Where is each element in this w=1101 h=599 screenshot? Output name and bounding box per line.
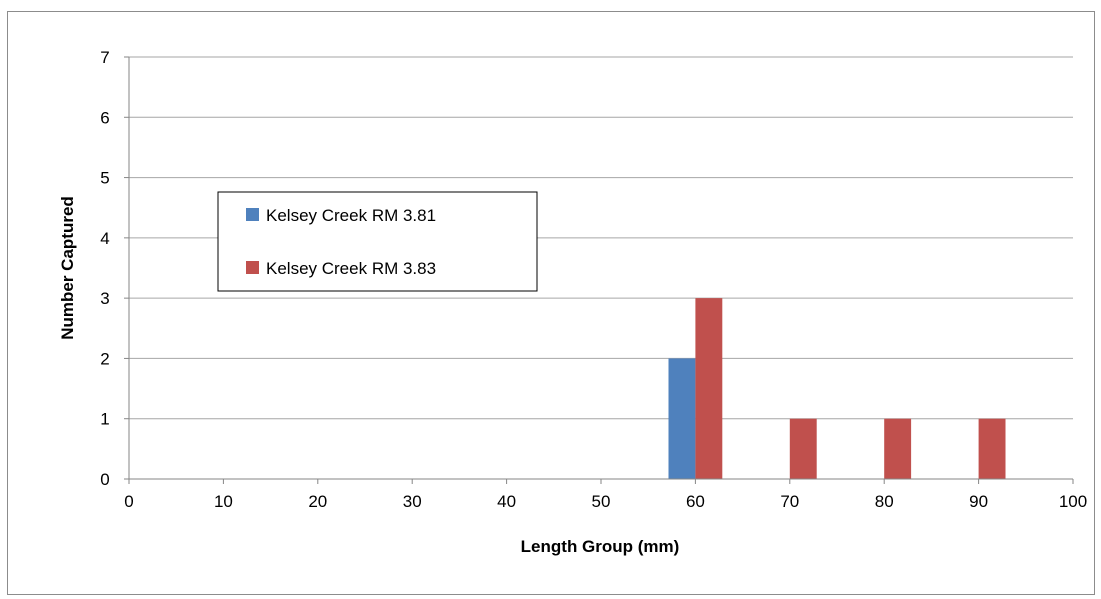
bar-series-2-x90 (978, 418, 1006, 479)
x-tick-label: 40 (497, 492, 516, 511)
legend: Kelsey Creek RM 3.81 Kelsey Creek RM 3.8… (217, 191, 538, 292)
gridlines (129, 56, 1073, 420)
y-tick-label: 4 (100, 229, 109, 248)
bar-series-2-x60 (695, 298, 723, 479)
y-tick-label: 1 (100, 410, 109, 429)
legend-swatch-rm-3-83 (246, 261, 259, 274)
bars (668, 298, 1006, 479)
y-tick-label: 0 (100, 470, 109, 489)
bar-series-2-x70 (789, 418, 817, 479)
legend-swatch-rm-3-81 (246, 208, 259, 221)
y-tick-labels: 0 1 2 3 4 5 6 7 (100, 48, 109, 489)
bar-series-2-x80 (884, 418, 912, 479)
x-tick-label: 90 (969, 492, 988, 511)
x-tick-labels: 0 10 20 30 40 50 60 70 80 90 100 (124, 492, 1087, 511)
y-tick-label: 2 (100, 349, 109, 368)
x-tick-label: 70 (780, 492, 799, 511)
y-axis-title: Number Captured (58, 196, 77, 340)
x-tick-label: 30 (403, 492, 422, 511)
x-tick-label: 60 (686, 492, 705, 511)
x-axis-title: Length Group (mm) (521, 537, 680, 556)
x-tick-label: 0 (124, 492, 133, 511)
chart-frame (7, 11, 1095, 595)
x-tick-label: 100 (1059, 492, 1087, 511)
legend-box (217, 191, 538, 292)
axes (124, 56, 1074, 484)
legend-label-rm-3-81: Kelsey Creek RM 3.81 (266, 206, 436, 225)
y-tick-label: 3 (100, 289, 109, 308)
legend-label-rm-3-83: Kelsey Creek RM 3.83 (266, 259, 436, 278)
bar-series-1-x60 (668, 358, 696, 479)
x-tick-label: 20 (308, 492, 327, 511)
x-tick-label: 10 (214, 492, 233, 511)
x-tick-label: 50 (592, 492, 611, 511)
y-tick-label: 7 (100, 48, 109, 67)
x-tick-label: 80 (875, 492, 894, 511)
y-tick-label: 6 (100, 108, 109, 127)
y-tick-label: 5 (100, 169, 109, 188)
